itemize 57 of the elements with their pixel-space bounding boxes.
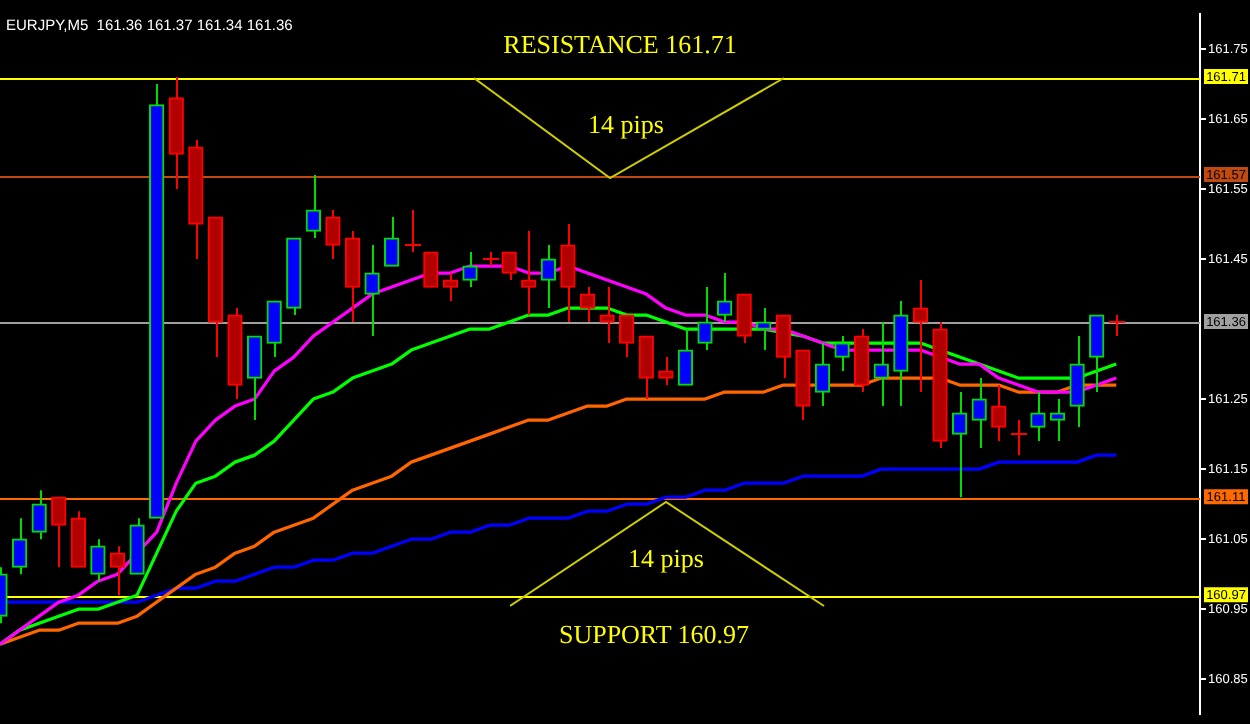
candlestick: [893, 300, 909, 408]
candlestick: [932, 321, 948, 450]
candlestick: [227, 307, 243, 401]
candlestick: [814, 342, 831, 408]
candlestick: [912, 279, 929, 394]
candlestick: [971, 377, 987, 450]
annotation: RESISTANCE 161.71: [503, 28, 737, 59]
candlestick: [344, 230, 361, 324]
candlestick: [795, 349, 811, 422]
candlestick: [384, 216, 400, 267]
candlestick: [364, 244, 380, 338]
candlestick: [168, 76, 184, 191]
candlestick: [638, 335, 654, 401]
candlestick: [658, 356, 674, 387]
candlestick: [560, 223, 576, 324]
candlestick: [188, 139, 204, 261]
candlestick: [1049, 398, 1066, 443]
candlestick: [462, 251, 478, 289]
candlestick: [775, 314, 792, 380]
candlestick: [1030, 391, 1046, 443]
candlestick: [31, 489, 47, 541]
candlestick: [854, 328, 870, 394]
candlestick: [834, 335, 850, 373]
candlestick: [521, 230, 537, 317]
annotation: SUPPORT 160.97: [558, 618, 751, 649]
candlestick: [11, 517, 28, 576]
candlestick: [579, 286, 596, 324]
candlestick: [246, 335, 263, 422]
candlestick: [1108, 314, 1126, 338]
candlestick: [266, 300, 282, 359]
candlestick: [756, 307, 772, 352]
candlestick: [1010, 419, 1028, 457]
candlestick: [70, 510, 86, 568]
candlestick: [149, 83, 165, 519]
candlestick: [677, 328, 694, 386]
candlestick: [716, 272, 733, 324]
candlestick: [404, 209, 422, 254]
annotation: 14 pips: [588, 108, 664, 139]
candlestick: [325, 209, 341, 261]
candlestick: [619, 314, 635, 359]
candlestick: [51, 496, 67, 569]
candlestick: [540, 244, 557, 310]
candlestick: [305, 174, 321, 240]
candlestick: [1089, 314, 1105, 394]
candlestick: [286, 237, 302, 317]
candlestick: [442, 272, 459, 303]
candlestick: [90, 538, 106, 583]
candlestick: [599, 286, 615, 345]
candlestick: [109, 545, 126, 597]
candlestick: [129, 517, 145, 575]
annotation: 14 pips: [628, 542, 704, 573]
candlestick: [736, 293, 752, 345]
candlestick: [697, 286, 713, 352]
candlestick: [207, 216, 224, 359]
candlestick: [1069, 335, 1085, 429]
candlestick: [873, 321, 889, 408]
candlestick: [991, 384, 1007, 443]
